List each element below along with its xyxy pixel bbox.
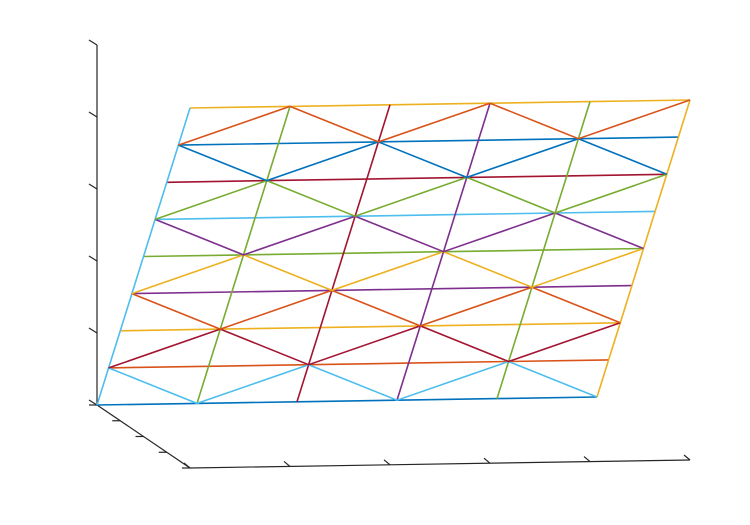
x-axis <box>189 459 691 469</box>
mesh-line <box>108 359 609 369</box>
mesh-line <box>178 136 679 146</box>
mesh-line <box>96 107 191 406</box>
z-tick <box>88 39 98 46</box>
z-tick <box>88 111 98 118</box>
mesh-line <box>178 99 691 146</box>
mesh-line <box>131 247 644 295</box>
x-tick <box>283 460 291 467</box>
mesh-line <box>189 99 691 109</box>
z-tick <box>88 255 98 262</box>
x-tick <box>483 457 491 464</box>
mesh-line <box>96 396 598 406</box>
mesh-line <box>154 212 644 256</box>
mesh-line <box>108 360 598 405</box>
mesh-line <box>131 284 632 295</box>
mesh-line <box>178 137 668 182</box>
z-tick <box>88 327 98 334</box>
mesh-line <box>155 210 656 221</box>
x-tick <box>183 462 191 469</box>
mesh-line <box>166 173 667 184</box>
mesh-line <box>496 101 591 399</box>
x-tick <box>683 454 691 461</box>
mesh-line <box>296 104 391 403</box>
mesh-line <box>131 286 621 330</box>
mesh-line <box>143 247 644 258</box>
mesh-line <box>120 322 621 332</box>
x-tick <box>383 459 391 466</box>
mesh-line <box>154 173 668 221</box>
z-tick <box>88 183 98 190</box>
mesh-line <box>108 322 621 369</box>
x-tick <box>583 456 591 463</box>
z-tick <box>88 399 98 406</box>
